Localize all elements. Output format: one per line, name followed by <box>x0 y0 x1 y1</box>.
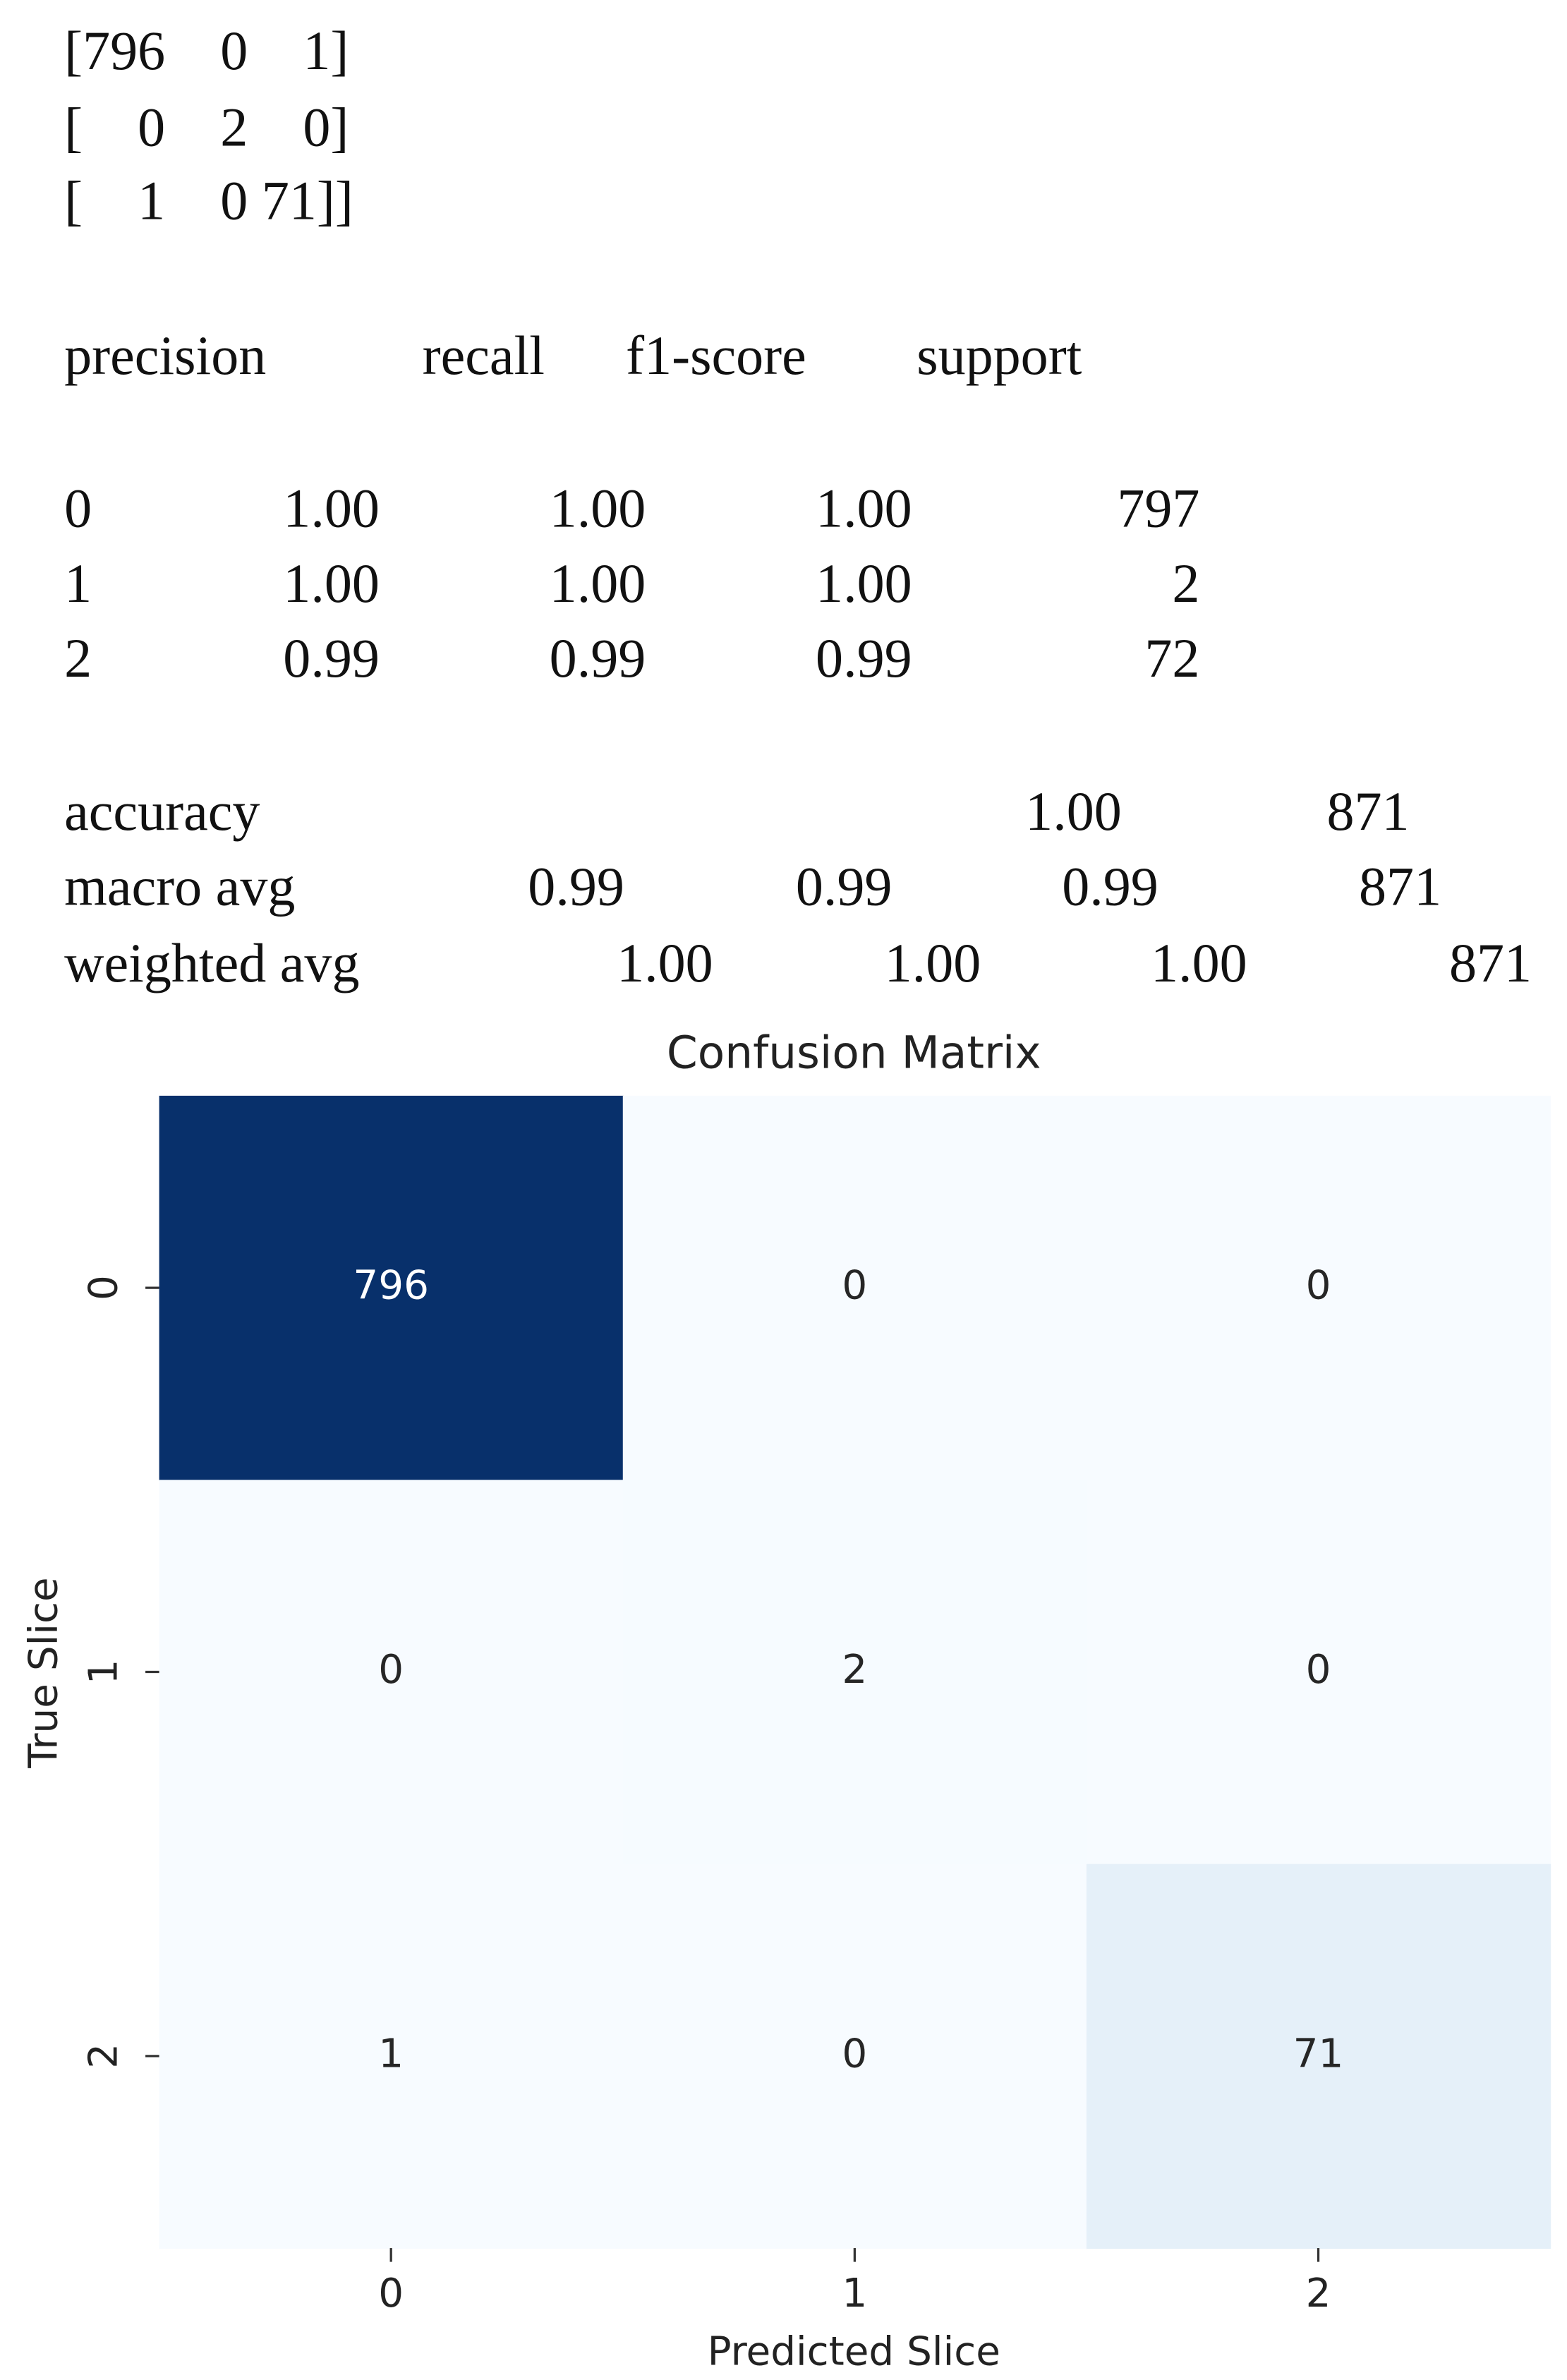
report-cell: 1.00 <box>550 478 646 539</box>
cell-label: 71 <box>1293 2031 1344 2077</box>
report-cell: 1.00 <box>550 552 646 614</box>
report-cell: 1.00 <box>816 478 912 539</box>
heatmap-cell <box>159 1863 624 2249</box>
report-summary-cell: 1.00 <box>1025 780 1122 842</box>
matrix-line: [ 1 0 71]] <box>64 170 353 231</box>
heatmap-cell <box>1086 1480 1551 1865</box>
cell-label: 0 <box>1306 1647 1331 1693</box>
heatmap-cell <box>622 1863 1088 2249</box>
report-cell: 1.00 <box>816 552 912 614</box>
report-header: precision <box>64 325 266 386</box>
cell-label: 0 <box>378 1647 404 1693</box>
report-cell: 797 <box>1117 478 1199 539</box>
report-summary-cell: macro avg <box>64 855 295 917</box>
heatmap-cell <box>622 1480 1088 1865</box>
report-cell: 0.99 <box>816 627 912 689</box>
report-summary-cell: 871 <box>1359 855 1441 917</box>
report-summary-cell: weighted avg <box>64 932 359 993</box>
report-cell: 72 <box>1144 627 1199 689</box>
report-header: support <box>916 325 1082 386</box>
report-summary-cell: 1.00 <box>1151 932 1247 993</box>
report-cell: 1.00 <box>283 478 380 539</box>
cell-label: 796 <box>353 1263 429 1309</box>
x-tick-label: 1 <box>842 2271 867 2316</box>
report-summary-cell: accuracy <box>64 780 260 842</box>
report-header: recall <box>423 325 545 386</box>
matrix-line: [796 0 1] <box>64 20 349 81</box>
report-cell: 2 <box>64 627 92 689</box>
matrix-line: [ 0 2 0] <box>64 97 349 158</box>
cell-label: 0 <box>842 1263 867 1309</box>
report-cell: 1.00 <box>283 552 380 614</box>
report-summary-cell: 1.00 <box>885 932 981 993</box>
y-tick-label: 1 <box>80 1660 126 1685</box>
report-cell: 0.99 <box>283 627 380 689</box>
heatmap-cell <box>622 1095 1088 1481</box>
report-cell: 1 <box>64 552 92 614</box>
cell-label: 2 <box>842 1647 867 1693</box>
report-cell: 2 <box>1172 552 1199 614</box>
report-cell: 0.99 <box>550 627 646 689</box>
report-summary-cell: 0.99 <box>1062 855 1158 917</box>
y-tick-label: 0 <box>80 1275 126 1300</box>
heatmap-cell <box>1086 1863 1551 2249</box>
y-axis-label: True Slice <box>21 1577 67 1768</box>
report-summary-cell: 0.99 <box>796 855 893 917</box>
cell-label: 0 <box>1306 1263 1331 1309</box>
y-tick-label: 2 <box>80 2043 126 2069</box>
report-summary-cell: 871 <box>1326 780 1409 842</box>
x-tick-label: 0 <box>378 2271 404 2316</box>
cell-label: 1 <box>378 2031 404 2077</box>
report-summary-cell: 871 <box>1449 932 1532 993</box>
chart-title: Confusion Matrix <box>667 1027 1041 1079</box>
heatmap-cell <box>159 1480 624 1865</box>
report-cell: 0 <box>64 478 92 539</box>
report-summary-cell: 1.00 <box>617 932 713 993</box>
x-axis-label: Predicted Slice <box>708 2328 1000 2374</box>
report-summary-cell: 0.99 <box>528 855 624 917</box>
x-tick-label: 2 <box>1306 2271 1331 2316</box>
heatmap-cell <box>159 1095 624 1481</box>
heatmap-cell <box>1086 1095 1551 1481</box>
cell-label: 0 <box>842 2031 867 2077</box>
report-header: f1-score <box>626 325 806 386</box>
